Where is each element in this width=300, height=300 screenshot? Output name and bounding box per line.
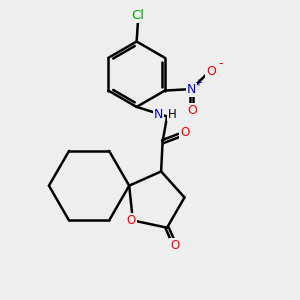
Text: O: O	[187, 104, 196, 117]
Text: Cl: Cl	[132, 9, 145, 22]
Text: O: O	[180, 126, 190, 139]
Text: O: O	[170, 239, 179, 252]
Text: -: -	[218, 57, 223, 70]
Text: O: O	[127, 214, 136, 227]
Text: O: O	[206, 65, 216, 78]
Text: N: N	[154, 108, 164, 121]
Text: +: +	[194, 77, 202, 88]
Text: H: H	[168, 108, 177, 121]
Text: N: N	[187, 82, 196, 96]
